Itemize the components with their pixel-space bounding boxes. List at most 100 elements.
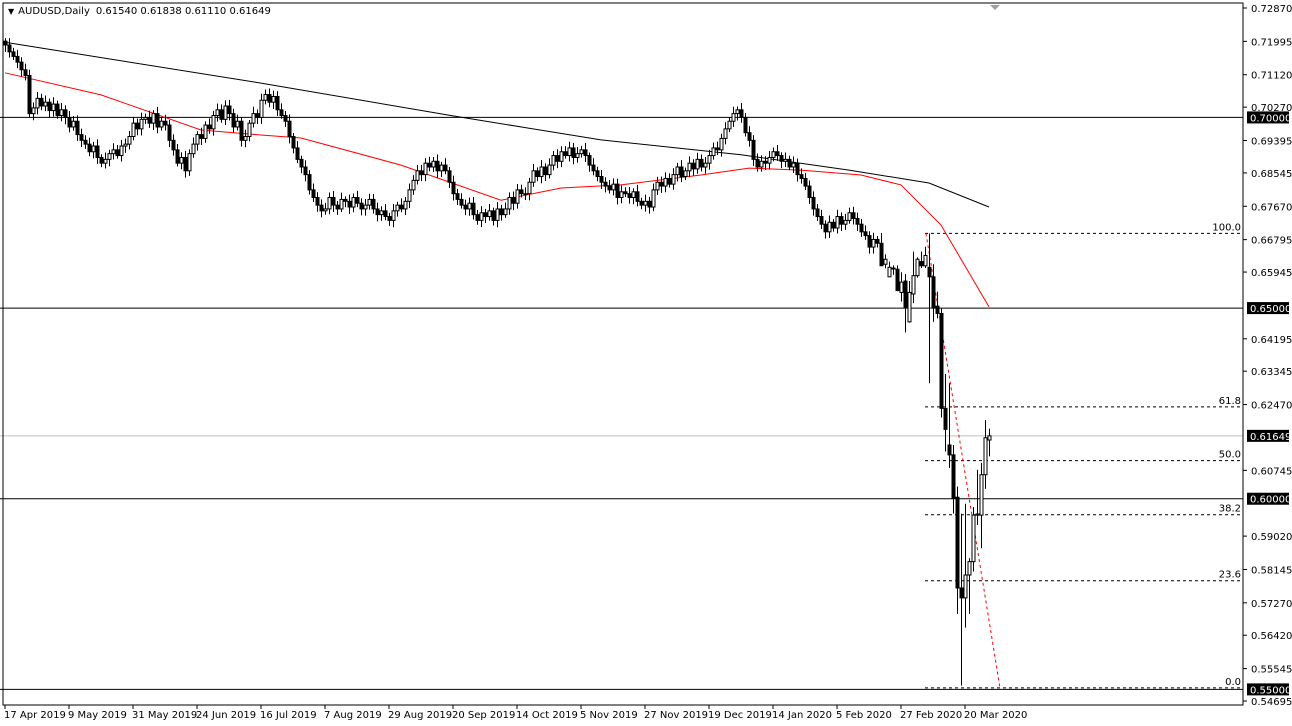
candle (423, 158, 428, 182)
candle (299, 155, 304, 174)
bull-candle-body (791, 162, 796, 168)
candle (667, 173, 672, 188)
fib-level-label: 61.8 (1219, 396, 1241, 407)
time-tick-label: 14 Jan 2020 (772, 710, 832, 721)
price-tick-label: 0.62470 (1251, 401, 1292, 412)
dropdown-triangle-icon[interactable]: ▼ (8, 7, 15, 16)
bear-candle-body (99, 156, 104, 164)
price-label-box (1247, 492, 1289, 505)
candle (755, 153, 760, 172)
candle (715, 141, 720, 155)
bear-candle-body (959, 587, 964, 599)
bear-candle-body (943, 407, 948, 430)
bull-candle-body (847, 212, 852, 221)
candle (739, 103, 744, 123)
candle (967, 558, 972, 614)
bull-candle-body (687, 162, 692, 172)
bull-candle-body (979, 474, 984, 516)
fib-level-label: 0.0 (1225, 677, 1241, 688)
bear-candle-body (851, 212, 856, 219)
candle (371, 193, 376, 214)
price-label-box (1247, 302, 1289, 315)
bull-candle-body (327, 197, 332, 210)
candle (843, 213, 848, 230)
candle (227, 99, 232, 121)
price-axis: 0.72870 0.71995 0.71120 0.70270 0.69395 0.685… (1243, 4, 1292, 708)
candle (775, 144, 780, 161)
candle (519, 184, 524, 198)
price-tick-label: 0.56420 (1251, 631, 1292, 642)
moving-averages (4, 41, 990, 308)
bear-candle-body (615, 183, 620, 199)
candle (431, 157, 436, 172)
bull-candle-body (619, 191, 624, 199)
bear-candle-body (555, 155, 560, 162)
fibonacci-retracement[interactable]: 100.0 61.8 50.0 38.2 23.6 0.0 (925, 222, 1243, 689)
price-tick-label: 0.71995 (1251, 37, 1292, 48)
candle (503, 202, 508, 218)
bear-candle-body (751, 139, 756, 160)
bull-candle-body (967, 561, 972, 576)
bull-candle-body (159, 120, 164, 128)
bull-candle-body (35, 97, 40, 109)
candle (287, 114, 292, 144)
candle (675, 162, 680, 182)
bear-candle-body (335, 204, 340, 210)
bull-candle-body (111, 149, 116, 155)
chart-shift-marker-icon[interactable] (990, 5, 1000, 10)
candle (143, 113, 148, 124)
candle (851, 206, 856, 225)
candle (331, 190, 336, 212)
candle (567, 141, 572, 162)
candle (339, 192, 344, 213)
candle (703, 157, 708, 174)
bear-candle-body (451, 181, 456, 195)
price-tick-label: 0.58145 (1251, 565, 1292, 576)
price-tick-label: 0.68545 (1251, 169, 1292, 180)
candle (711, 142, 716, 160)
bear-candle-body (299, 158, 304, 168)
candle (427, 156, 432, 172)
bear-candle-body (699, 158, 704, 168)
candle (891, 265, 896, 275)
candle (727, 117, 732, 133)
bull-candle-body (187, 153, 192, 172)
candle (663, 172, 668, 193)
bull-candle-body (195, 134, 200, 145)
bear-candle-body (63, 109, 68, 118)
candle (603, 177, 608, 193)
candle (71, 115, 76, 131)
candle (943, 374, 948, 452)
candle (123, 138, 128, 153)
candle (875, 235, 880, 248)
candle (767, 150, 772, 170)
bull-candle-body (523, 193, 528, 196)
candle (839, 212, 844, 232)
candle (687, 156, 692, 178)
candle (279, 103, 284, 119)
bear-candle-body (879, 242, 884, 267)
candle (571, 143, 576, 165)
bull-candle-body (551, 155, 556, 166)
bear-candle-body (459, 198, 464, 206)
candle (211, 110, 216, 136)
price-tick-label: 0.65945 (1251, 268, 1292, 279)
bear-candle-body (583, 149, 588, 157)
candle (643, 194, 648, 212)
bear-candle-body (935, 305, 940, 314)
candle (507, 192, 512, 215)
candle (47, 98, 52, 118)
candle (579, 145, 584, 158)
bull-candle-body (827, 221, 832, 233)
bull-candle-body (59, 109, 64, 117)
bull-candle-body (223, 105, 228, 120)
bear-candle-body (231, 113, 236, 128)
bull-candle-body (211, 115, 216, 130)
price-label-text: 0.70000 (1250, 113, 1291, 124)
candle (535, 167, 540, 182)
candle (159, 116, 164, 131)
bear-candle-body (359, 202, 364, 210)
candle (623, 187, 628, 198)
bull-candle-body (575, 153, 580, 158)
